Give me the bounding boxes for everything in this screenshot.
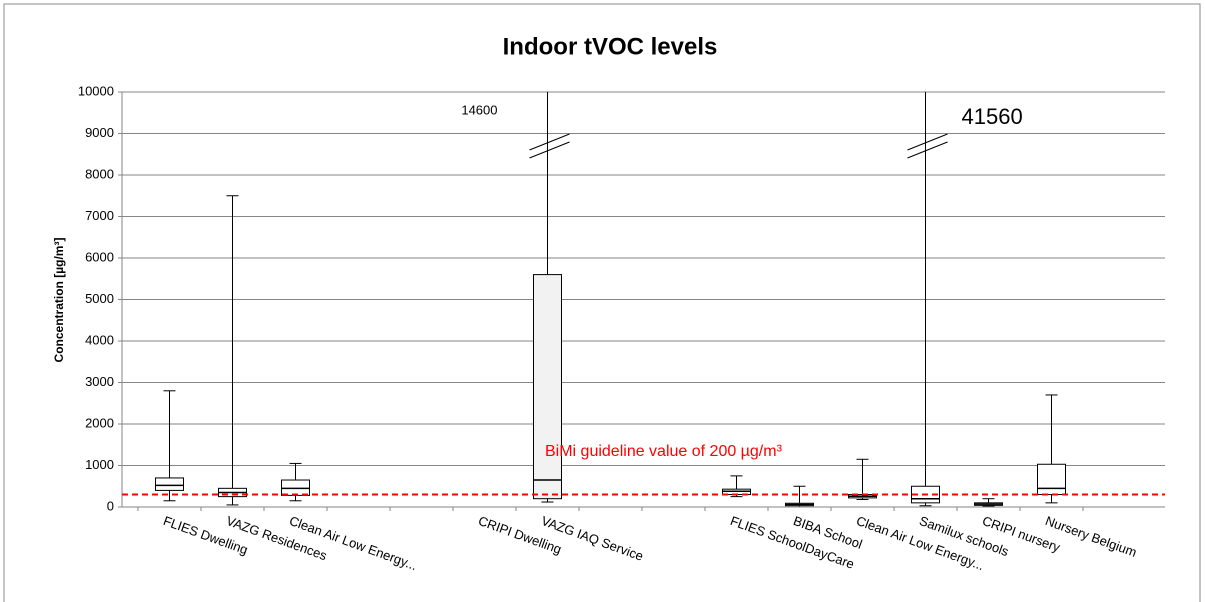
guideline-label: BiMi guideline value of 200 µg/m³ [545,443,783,460]
axis-break [529,133,570,151]
axis-break [529,141,570,159]
y-axis-label: Concentration [µg/m³] [52,238,66,363]
y-tick-label: 2000 [85,415,114,430]
axis-break [907,141,948,159]
y-tick-label: 10000 [78,83,114,98]
y-tick-label: 1000 [85,457,114,472]
box [155,477,184,491]
chart-title: Indoor tVOC levels [503,33,718,60]
y-tick-label: 8000 [85,166,114,181]
value-label: 14600 [461,102,497,117]
y-tick-label: 5000 [85,291,114,306]
y-tick-label: 9000 [85,125,114,140]
y-tick-label: 7000 [85,208,114,223]
y-tick-label: 6000 [85,249,114,264]
axis-break [907,133,948,151]
y-tick-label: 4000 [85,332,114,347]
chart-frame [3,3,1201,602]
box [1037,463,1066,496]
value-label: 41560 [962,104,1023,129]
y-tick-label: 0 [107,498,114,513]
y-tick-label: 3000 [85,374,114,389]
box [533,274,562,500]
